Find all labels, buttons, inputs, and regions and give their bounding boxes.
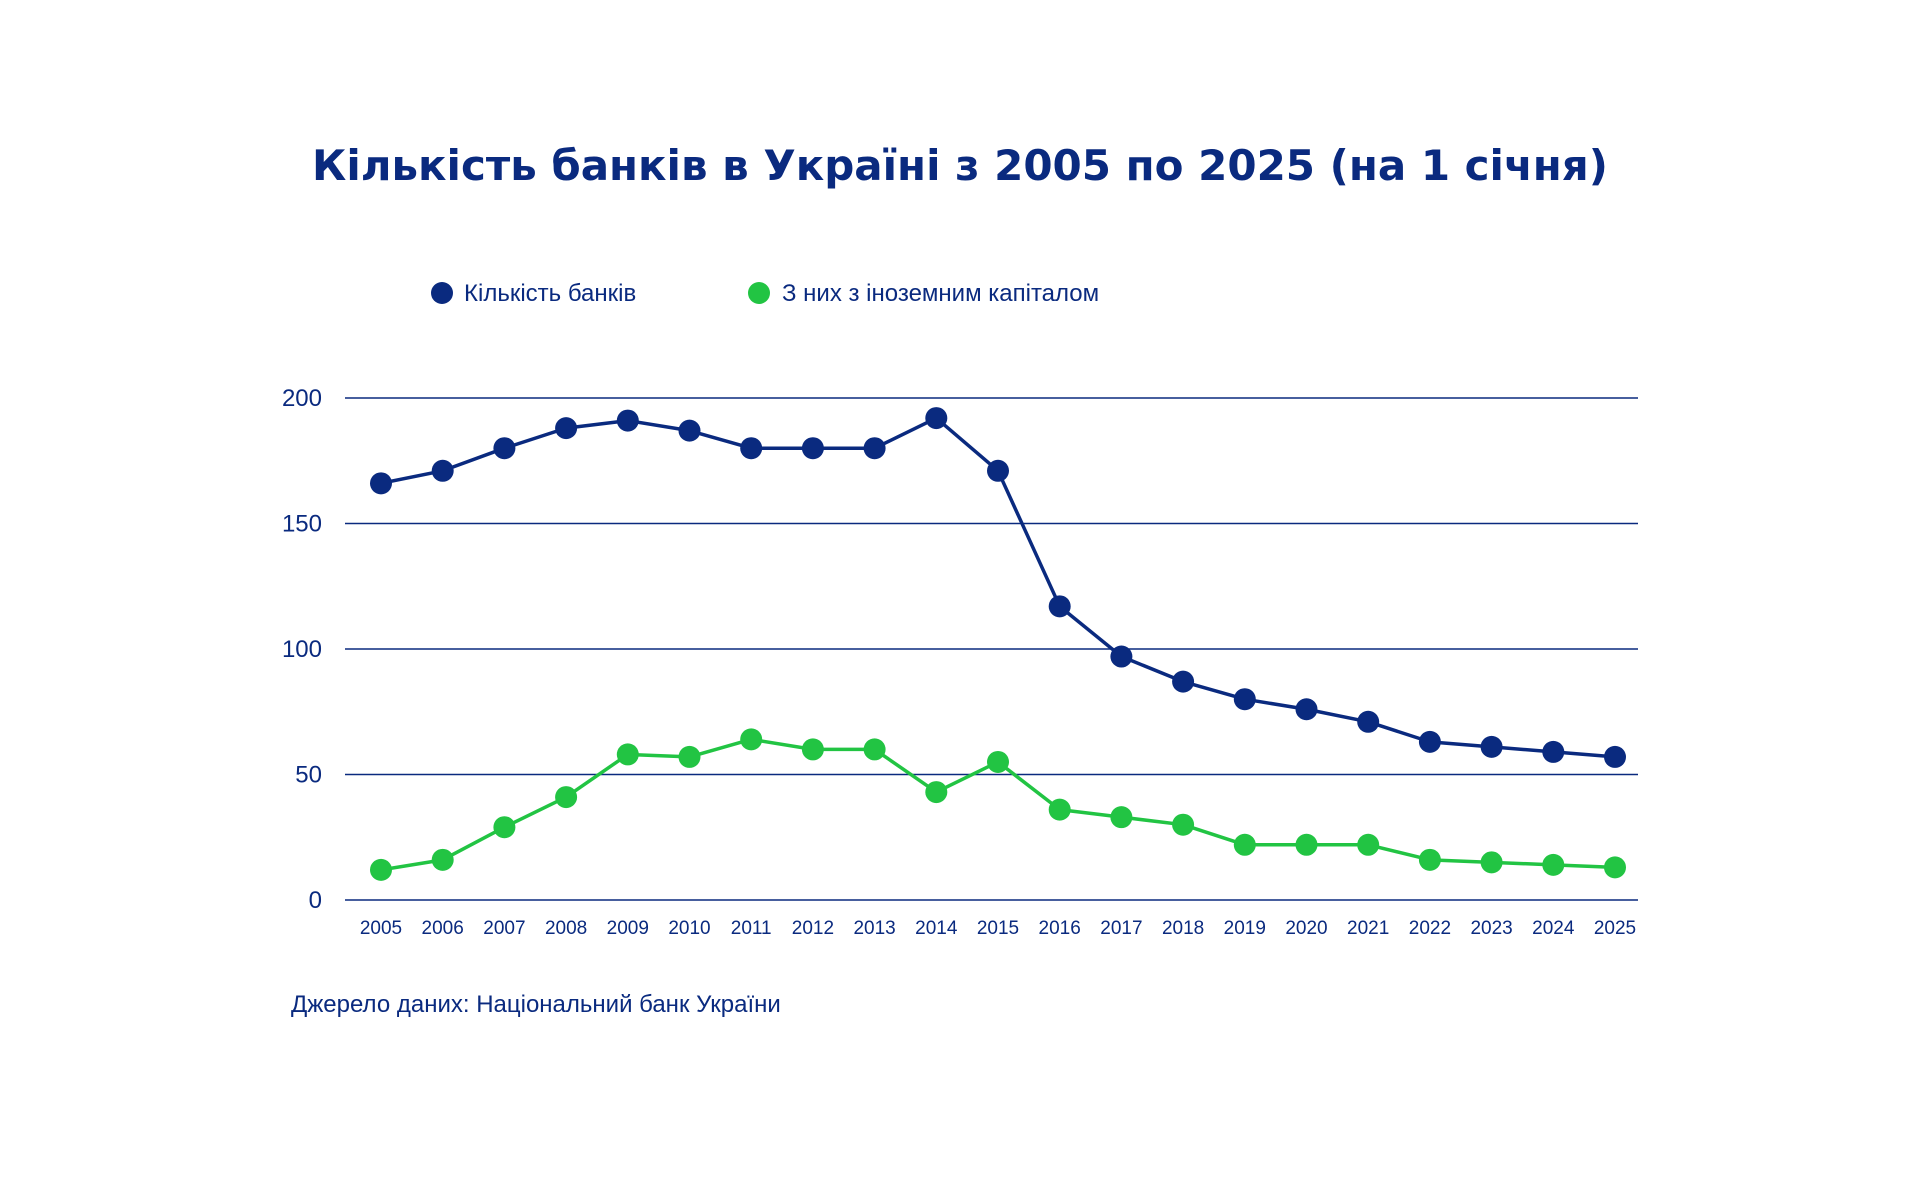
data-point-1 bbox=[1295, 833, 1318, 856]
y-tick-label: 50 bbox=[295, 762, 322, 789]
data-point-0 bbox=[1172, 670, 1195, 693]
data-point-1 bbox=[431, 848, 454, 871]
x-tick-label: 2019 bbox=[1224, 918, 1266, 939]
data-point-0 bbox=[1357, 710, 1380, 733]
legend-marker-foreign bbox=[748, 282, 770, 304]
data-point-1 bbox=[740, 728, 763, 751]
data-point-1 bbox=[1418, 848, 1441, 871]
legend: Кількість банків З них з іноземним капіт… bbox=[431, 280, 1099, 307]
data-point-0 bbox=[1295, 698, 1318, 721]
data-point-1 bbox=[1233, 833, 1256, 856]
x-tick-label: 2015 bbox=[977, 918, 1019, 939]
x-tick-label: 2023 bbox=[1470, 918, 1512, 939]
data-point-1 bbox=[493, 816, 516, 839]
data-point-0 bbox=[555, 417, 578, 440]
data-point-1 bbox=[1604, 856, 1626, 879]
x-tick-label: 2016 bbox=[1039, 918, 1081, 939]
y-tick-label: 150 bbox=[282, 511, 322, 538]
data-point-1 bbox=[555, 786, 578, 809]
data-point-0 bbox=[431, 459, 454, 482]
x-tick-label: 2013 bbox=[853, 918, 895, 939]
legend-label-foreign: З них з іноземним капіталом bbox=[782, 280, 1099, 307]
x-tick-label: 2007 bbox=[483, 918, 525, 939]
x-tick-label: 2010 bbox=[668, 918, 710, 939]
data-point-0 bbox=[925, 407, 948, 430]
x-tick-label: 2008 bbox=[545, 918, 587, 939]
x-tick-label: 2024 bbox=[1532, 918, 1575, 939]
data-point-1 bbox=[1480, 851, 1503, 874]
data-point-0 bbox=[1110, 645, 1133, 668]
data-point-0 bbox=[1418, 730, 1441, 753]
data-point-1 bbox=[925, 781, 948, 804]
data-point-0 bbox=[987, 459, 1009, 482]
data-point-0 bbox=[863, 437, 886, 460]
data-point-0 bbox=[1480, 735, 1503, 758]
y-axis-ticks: 0 50 100 150 200 bbox=[282, 385, 322, 914]
x-tick-label: 2009 bbox=[607, 918, 649, 939]
data-point-1 bbox=[987, 750, 1009, 773]
x-tick-label: 2011 bbox=[731, 918, 772, 939]
data-point-0 bbox=[1542, 740, 1565, 763]
x-tick-label: 2022 bbox=[1409, 918, 1451, 939]
data-point-1 bbox=[863, 738, 886, 761]
data-point-1 bbox=[616, 743, 639, 766]
data-point-0 bbox=[740, 437, 763, 460]
x-tick-label: 2012 bbox=[792, 918, 834, 939]
y-tick-label: 100 bbox=[282, 636, 322, 663]
source-note: Джерело даних: Національний банк України bbox=[291, 991, 781, 1018]
gridlines bbox=[345, 397, 1638, 901]
series bbox=[370, 407, 1626, 881]
data-point-1 bbox=[678, 745, 701, 768]
y-tick-label: 200 bbox=[282, 385, 322, 412]
data-point-1 bbox=[1048, 798, 1071, 821]
chart-title: Кількість банків в Україні з 2005 по 202… bbox=[312, 141, 1608, 190]
data-point-0 bbox=[370, 472, 392, 495]
data-point-0 bbox=[616, 409, 639, 432]
x-tick-label: 2020 bbox=[1285, 918, 1327, 939]
data-point-0 bbox=[801, 437, 824, 460]
legend-label-banks: Кількість банків bbox=[464, 280, 636, 307]
y-tick-label: 0 bbox=[309, 887, 322, 914]
data-point-1 bbox=[1542, 853, 1565, 876]
data-point-0 bbox=[1604, 745, 1626, 768]
data-point-0 bbox=[1048, 595, 1071, 618]
data-point-1 bbox=[1357, 833, 1380, 856]
x-tick-label: 2017 bbox=[1100, 918, 1142, 939]
x-tick-label: 2006 bbox=[422, 918, 464, 939]
legend-marker-banks bbox=[431, 282, 453, 304]
data-point-0 bbox=[493, 437, 516, 460]
x-tick-label: 2021 bbox=[1347, 918, 1389, 939]
data-point-1 bbox=[370, 858, 392, 881]
x-tick-label: 2025 bbox=[1594, 918, 1636, 939]
data-point-1 bbox=[1110, 806, 1133, 829]
data-point-1 bbox=[801, 738, 824, 761]
data-point-1 bbox=[1172, 813, 1195, 836]
x-tick-label: 2018 bbox=[1162, 918, 1204, 939]
x-tick-label: 2005 bbox=[360, 918, 402, 939]
x-axis-ticks: 2005 2006 2007 2008 2009 2010 2011 2012 2013 2014… bbox=[360, 918, 1636, 939]
data-point-0 bbox=[1233, 688, 1256, 711]
data-point-0 bbox=[678, 419, 701, 442]
x-tick-label: 2014 bbox=[915, 918, 958, 939]
